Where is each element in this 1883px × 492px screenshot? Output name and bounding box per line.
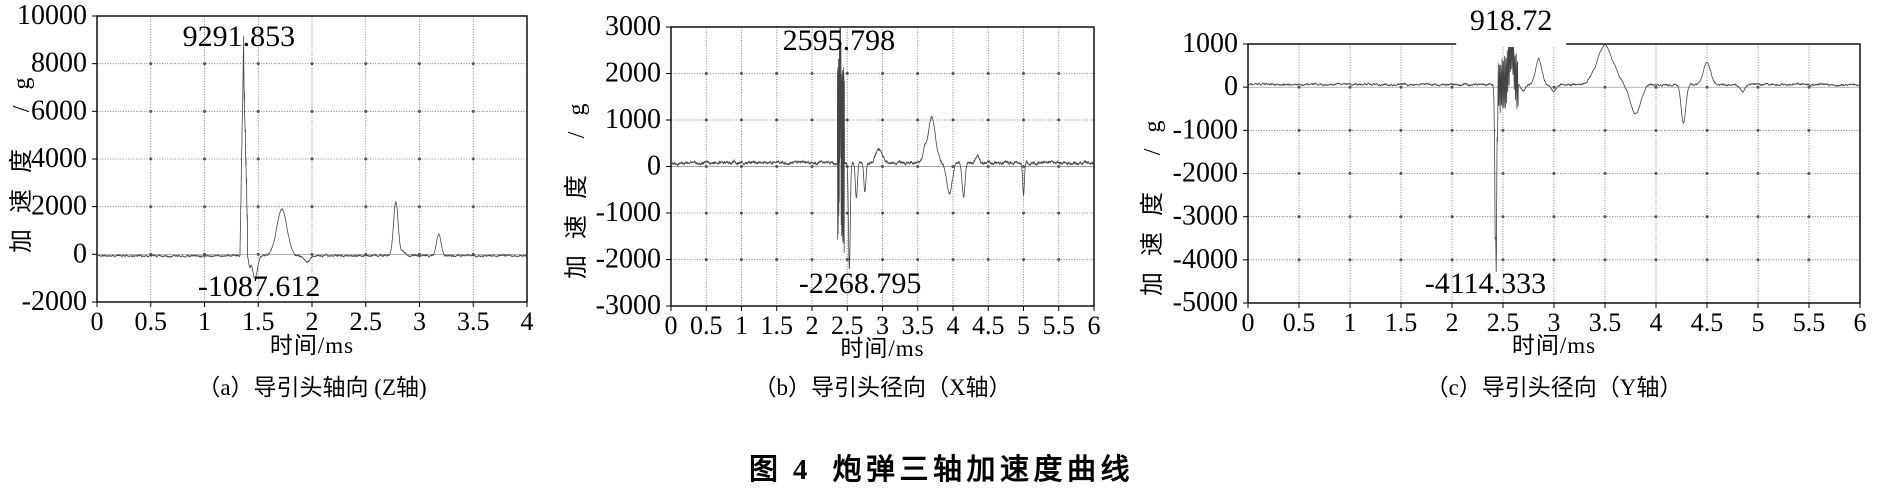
svg-text:-4114.333: -4114.333 bbox=[1425, 267, 1546, 300]
svg-text:4000: 4000 bbox=[31, 143, 87, 174]
svg-text:2595.798: 2595.798 bbox=[783, 24, 896, 57]
svg-text:-1000: -1000 bbox=[596, 197, 661, 228]
svg-text:2000: 2000 bbox=[31, 191, 87, 222]
svg-text:9291.853: 9291.853 bbox=[183, 20, 296, 53]
svg-text:918.72: 918.72 bbox=[1470, 4, 1553, 37]
svg-text:0: 0 bbox=[73, 238, 87, 269]
svg-text:-2000: -2000 bbox=[1173, 158, 1238, 189]
svg-text:-1000: -1000 bbox=[1173, 114, 1238, 145]
svg-text:-3000: -3000 bbox=[596, 290, 661, 321]
svg-text:-5000: -5000 bbox=[1173, 287, 1238, 318]
svg-text:-2268.795: -2268.795 bbox=[799, 267, 922, 300]
svg-text:0: 0 bbox=[1224, 71, 1238, 102]
svg-text:3000: 3000 bbox=[605, 11, 661, 42]
svg-text:2000: 2000 bbox=[605, 58, 661, 89]
svg-text:-1087.612: -1087.612 bbox=[198, 270, 321, 303]
svg-text:-2000: -2000 bbox=[22, 286, 87, 317]
svg-text:-4000: -4000 bbox=[1173, 244, 1238, 275]
svg-text:10000: 10000 bbox=[17, 0, 87, 31]
svg-text:6000: 6000 bbox=[31, 95, 87, 126]
svg-text:1000: 1000 bbox=[1182, 28, 1238, 59]
svg-text:1000: 1000 bbox=[605, 104, 661, 135]
svg-text:8000: 8000 bbox=[31, 48, 87, 79]
svg-text:-2000: -2000 bbox=[596, 244, 661, 275]
svg-text:-3000: -3000 bbox=[1173, 201, 1238, 232]
svg-text:0: 0 bbox=[647, 151, 661, 182]
